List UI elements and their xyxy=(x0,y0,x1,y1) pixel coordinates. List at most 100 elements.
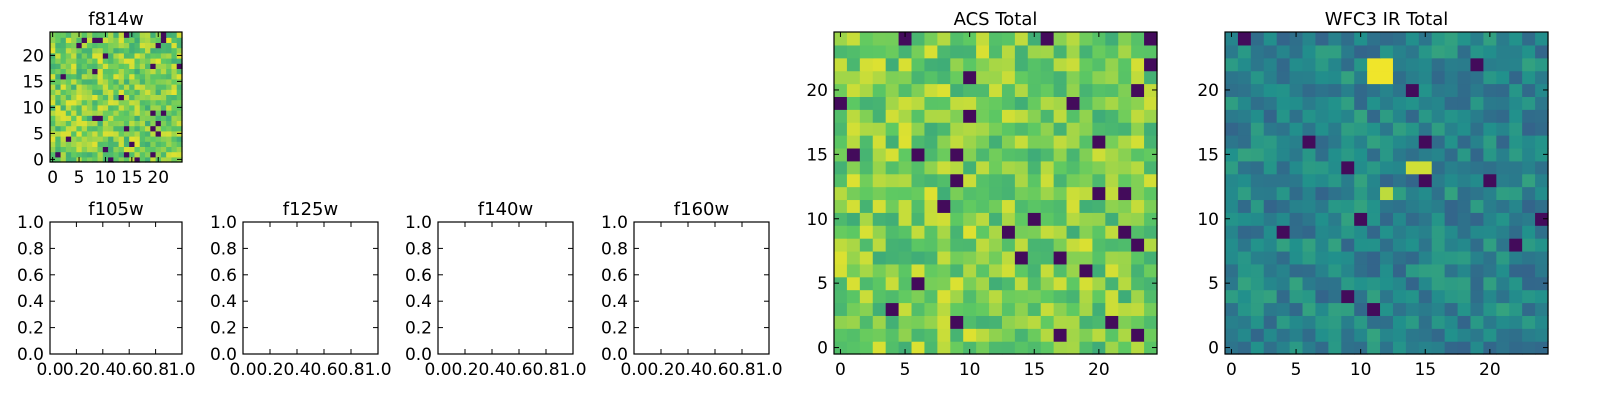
heatmap-cell xyxy=(139,104,146,111)
heatmap-cell xyxy=(171,68,178,75)
heatmap-cell xyxy=(1302,32,1317,46)
heatmap-cell xyxy=(81,99,88,106)
heatmap-cell xyxy=(1315,160,1329,175)
heatmap-cell xyxy=(123,130,130,137)
heatmap-cell xyxy=(911,250,926,265)
heatmap-cell xyxy=(86,73,93,80)
heatmap-cell xyxy=(150,63,157,69)
heatmap-cell xyxy=(1470,186,1484,201)
y-tick-label: 0.8 xyxy=(405,239,432,259)
heatmap-cell xyxy=(1354,147,1368,162)
heatmap-cell xyxy=(1276,341,1291,355)
heatmap-cell xyxy=(1040,173,1055,188)
heatmap-cell xyxy=(898,186,913,201)
heatmap-cell xyxy=(160,78,167,85)
heatmap-cell xyxy=(76,42,83,49)
x-tick-label: 0.6 xyxy=(701,360,728,380)
heatmap-cell xyxy=(1367,70,1381,85)
heatmap-cell xyxy=(1509,276,1523,291)
heatmap-cell xyxy=(171,37,178,43)
heatmap-cell xyxy=(1131,57,1145,72)
heatmap-cell xyxy=(1014,328,1029,342)
heatmap-cell xyxy=(1105,250,1119,265)
heatmap-cell xyxy=(1001,212,1016,226)
heatmap-cell xyxy=(1040,109,1055,123)
heatmap-cell xyxy=(166,37,173,43)
heatmap-cell xyxy=(859,83,874,97)
heatmap-cell xyxy=(846,289,861,304)
heatmap-cell xyxy=(1535,44,1549,59)
heatmap-cell xyxy=(1040,302,1055,316)
heatmap-cell xyxy=(859,32,874,46)
heatmap-cell xyxy=(1509,263,1523,278)
heatmap-cell xyxy=(81,58,88,64)
heatmap-cell xyxy=(1079,135,1093,149)
heatmap-cell xyxy=(1328,186,1342,201)
heatmap-cell xyxy=(1367,83,1381,97)
heatmap-cell xyxy=(160,110,167,116)
heatmap-cell xyxy=(872,147,887,162)
heatmap-cell xyxy=(55,146,62,153)
heatmap-cell xyxy=(1444,263,1459,278)
heatmap-cell xyxy=(976,289,990,304)
heatmap-cell xyxy=(76,73,83,80)
heatmap-cell xyxy=(898,225,913,239)
heatmap-cell xyxy=(1263,225,1278,239)
heatmap-cell xyxy=(1105,96,1119,110)
heatmap-cell xyxy=(1431,96,1446,110)
heatmap-cell xyxy=(1535,135,1549,149)
heatmap-cell xyxy=(1092,96,1106,110)
heatmap-cell xyxy=(1418,160,1433,175)
heatmap-cell xyxy=(171,58,178,64)
heatmap-cell xyxy=(1328,57,1342,72)
heatmap-cell xyxy=(989,315,1003,329)
heatmap-cell xyxy=(1131,238,1145,252)
heatmap-cell xyxy=(1079,289,1093,304)
heatmap-cell xyxy=(1444,302,1459,316)
heatmap-cell xyxy=(1509,160,1523,175)
heatmap-cell xyxy=(989,212,1003,226)
heatmap-cell xyxy=(1509,96,1523,110)
heatmap-cell xyxy=(65,115,72,121)
heatmap-cell xyxy=(1535,276,1549,291)
heatmap-cell xyxy=(950,212,964,226)
heatmap-cell xyxy=(118,37,125,43)
heatmap-cell xyxy=(1289,289,1304,304)
heatmap-cell xyxy=(123,120,130,127)
heatmap-cell xyxy=(1237,289,1252,304)
heatmap-cell xyxy=(86,89,93,95)
heatmap-cell xyxy=(976,341,990,355)
heatmap-cell xyxy=(1289,199,1304,213)
heatmap-cell xyxy=(92,110,99,116)
heatmap-cell xyxy=(1118,57,1132,72)
heatmap-cell xyxy=(976,160,990,175)
heatmap-cell xyxy=(1040,212,1055,226)
heatmap-cell xyxy=(166,47,173,54)
heatmap-cell xyxy=(176,47,183,54)
heatmap-cell xyxy=(171,78,178,85)
heatmap-cell xyxy=(55,99,62,106)
heatmap-cell xyxy=(1354,44,1368,59)
heatmap-cell xyxy=(1341,44,1355,59)
heatmap-cell xyxy=(1040,263,1055,278)
heatmap-cell xyxy=(885,302,900,316)
heatmap-cell xyxy=(1483,289,1497,304)
heatmap-cell xyxy=(963,32,977,46)
heatmap-cell xyxy=(937,263,951,278)
heatmap-cell xyxy=(1237,341,1252,355)
heatmap-cell xyxy=(911,173,926,188)
heatmap-cell xyxy=(129,130,136,137)
heatmap-cell xyxy=(1027,238,1042,252)
heatmap-cell xyxy=(872,289,887,304)
heatmap-cell xyxy=(1457,263,1472,278)
heatmap-cell xyxy=(139,47,146,54)
heatmap-cell xyxy=(65,130,72,137)
heatmap-cell xyxy=(924,109,938,123)
heatmap-cell xyxy=(1014,186,1029,201)
heatmap-cell xyxy=(166,120,173,127)
heatmap-cell xyxy=(834,250,848,265)
heatmap-cell xyxy=(86,84,93,90)
heatmap-cell xyxy=(1509,57,1523,72)
heatmap-cell xyxy=(1250,70,1265,85)
heatmap-cell xyxy=(176,115,183,121)
